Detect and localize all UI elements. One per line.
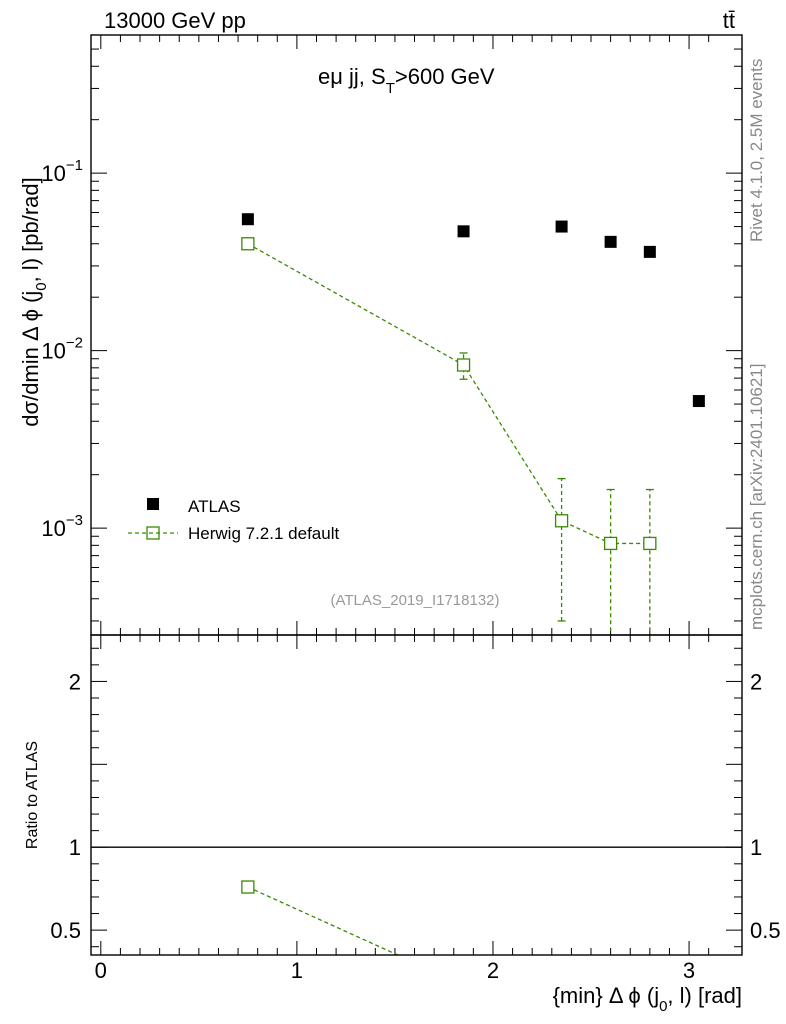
main-y-tick-label-1: 10−2: [41, 335, 83, 364]
ratio-data-layer: [91, 846, 742, 991]
legend-atlas-label: ATLAS: [188, 497, 241, 516]
ratio-herwig-line: [247, 886, 400, 955]
atlas-point-4: [643, 245, 656, 258]
header-process-label: tt̄: [723, 8, 735, 33]
x-axis-label: {min} Δ ϕ (j0, l) [rad]: [553, 983, 742, 1015]
main-title-text: eμ jj, S: [318, 64, 386, 89]
rivet-version-label: Rivet 4.1.0, 2.5M events: [747, 59, 766, 242]
mcplots-label: mcplots.cern.ch [arXiv:2401.10621]: [747, 364, 766, 630]
main-y-tick-base: 10: [41, 161, 65, 186]
atlas-point-5: [692, 395, 705, 408]
ratio-plot-frame: [90, 634, 743, 956]
xlabel-pre: {min} Δ ϕ (j: [553, 983, 660, 1008]
main-y-tick-base: 10: [41, 339, 65, 364]
main-y-tick-label-0: 10−1: [41, 157, 83, 186]
atlas-point-0: [241, 213, 254, 226]
x-tick-label-1: 1: [291, 958, 303, 983]
main-y-tick-label-2: 10−3: [41, 512, 83, 541]
x-tick-label-0: 0: [95, 958, 107, 983]
atlas-point-2: [555, 220, 568, 233]
main-y-tick-exp: −1: [66, 157, 83, 174]
xlabel-sub: 0: [659, 998, 667, 1015]
herwig-point-0: [241, 237, 255, 251]
ratio-y-tick-label-left-2: 2: [69, 669, 81, 694]
ylabel-pre: dσ/dmin Δ ϕ (j: [18, 291, 43, 427]
main-y-tick-exp: −2: [66, 335, 83, 352]
legend-herwig-label: Herwig 7.2.1 default: [188, 524, 339, 543]
main-y-axis-label: dσ/dmin Δ ϕ (j0, l) [pb/rad]: [18, 177, 50, 426]
legend-atlas-marker: [147, 498, 159, 510]
main-y-tick-exp: −3: [66, 512, 83, 529]
main-data-layer: [241, 213, 705, 635]
legend: ATLAS Herwig 7.2.1 default: [128, 497, 339, 543]
atlas-point-3: [604, 235, 617, 248]
main-title: eμ jj, ST>600 GeV: [318, 64, 495, 97]
ratio-y-tick-label-right-2: 2: [750, 669, 762, 694]
axis-ticks: 10−110−210−30.5 0.51 12 20 1 2 3: [41, 35, 781, 983]
main-title-sub: T: [386, 80, 395, 97]
ratio-herwig-point-1: [458, 979, 470, 991]
herwig-point-3: [603, 536, 618, 551]
x-tick-label-3: 3: [683, 958, 695, 983]
xlabel-post: , l) [rad]: [667, 983, 742, 1008]
herwig-line: [247, 243, 650, 545]
herwig-point-1: [456, 358, 471, 372]
ratio-y-axis-label: Ratio to ATLAS: [24, 741, 41, 849]
x-tick-label-2: 2: [487, 958, 499, 983]
ratio-y-tick-label-right-0: 0.5: [750, 918, 781, 943]
main-y-tick-base: 10: [41, 516, 65, 541]
ratio-y-tick-label-left-0: 0.5: [50, 918, 81, 943]
ratio-y-tick-label-left-1: 1: [69, 835, 81, 860]
analysis-watermark: (ATLAS_2019_I1718132): [330, 592, 499, 609]
main-title-tail: >600 GeV: [395, 64, 495, 89]
ratio-herwig-point-0: [241, 880, 255, 894]
ylabel-sub: 0: [33, 282, 50, 290]
legend-herwig-marker: [146, 526, 160, 540]
ratio-y-tick-label-right-1: 1: [750, 835, 762, 860]
ylabel-post: , l) [pb/rad]: [18, 177, 43, 282]
herwig-point-2: [554, 514, 569, 528]
herwig-point-4: [643, 536, 657, 551]
atlas-point-1: [457, 225, 470, 238]
header-energy-label: 13000 GeV pp: [104, 8, 246, 33]
